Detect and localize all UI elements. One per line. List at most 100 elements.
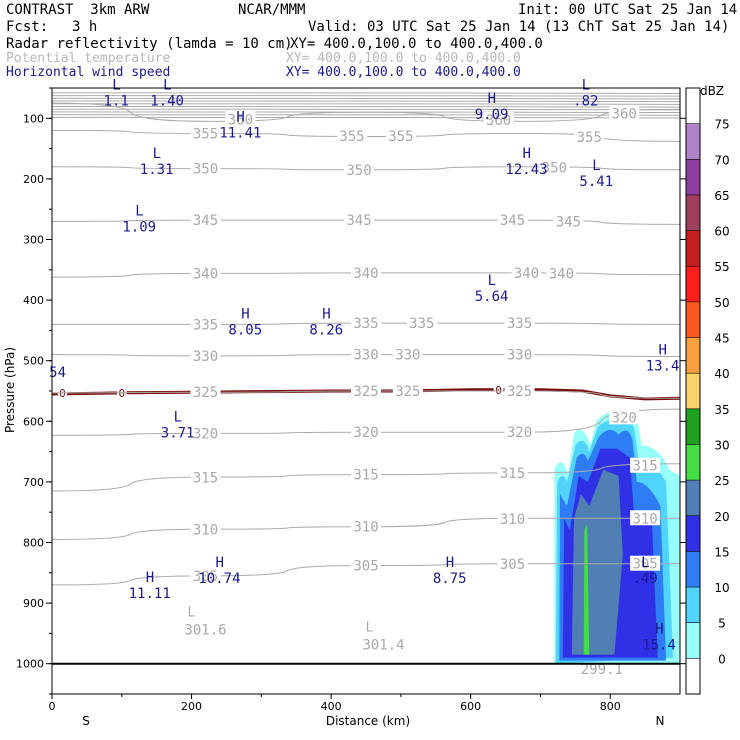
theta-label-bg (351, 557, 381, 573)
theta-label-bg (504, 383, 535, 398)
theta-label-bg (190, 425, 221, 441)
theta-contour-stratosphere (52, 100, 680, 103)
theta-label-bg (351, 383, 381, 398)
colorbar-swatch (686, 480, 700, 516)
wind-extremum-value: 12.43 (505, 162, 547, 178)
colorbar-level-label: 65 (714, 189, 729, 203)
theta-label-bg (497, 212, 528, 228)
colorbar-swatch (686, 301, 700, 338)
y-tick-label: 500 (23, 355, 44, 368)
wind-extremum-marker: H (241, 306, 249, 322)
wind-extremum-value: 11.11 (129, 586, 171, 602)
model-title: CONTRAST 3km ARW (6, 2, 150, 18)
theta-contour-label: 305 (500, 557, 525, 573)
theta-contour-label: 315 (632, 459, 657, 475)
y-tick-label: 900 (23, 597, 44, 610)
colorbar-level-label: 30 (714, 438, 729, 452)
theta-label-bg (344, 212, 375, 228)
theta-label-bg (497, 555, 528, 571)
wind-extremum-value: .49 (632, 571, 657, 587)
theta-contour-label: 325 (193, 385, 218, 401)
theta-label-bg (344, 161, 375, 177)
colorbar-swatch (686, 373, 700, 409)
theta-contour-label: 355 (388, 129, 413, 145)
colorbar-swatch (686, 230, 700, 267)
theta-contour-label: 340 (514, 266, 539, 282)
colorbar-frame (685, 87, 701, 695)
theta-contour-label: 360 (486, 113, 511, 129)
wind-extremum-marker: L (592, 158, 600, 174)
theta-extremum-value: 301.6 (184, 622, 226, 638)
theta-label-bg (504, 315, 535, 331)
colorbar-swatch (686, 587, 700, 623)
freezing-level-label: 0 (118, 387, 125, 400)
theta-extremum-marker: L (365, 621, 373, 636)
colorbar-swatch (686, 159, 700, 195)
x-end-label-north: N (656, 714, 665, 728)
colorbar-level-label: 60 (714, 225, 729, 239)
theta-contour-label: 355 (339, 129, 364, 145)
theta-label-bg (609, 409, 640, 425)
theta-contour-label: 315 (500, 466, 525, 482)
colorbar-swatch (686, 123, 700, 160)
theta-contour-label: 350 (193, 162, 218, 178)
theta-label-bg (337, 128, 368, 144)
theta-label-bg (497, 464, 528, 480)
colorbar-swatch (686, 408, 700, 445)
wind-extremum-value: 1.40 (150, 93, 184, 109)
theta-label-bg (190, 212, 221, 228)
wind-extremum-value: 8.75 (433, 571, 467, 587)
theta-label-bg (190, 265, 221, 281)
colorbar-level-label: 10 (714, 581, 729, 595)
theta-label-bg (511, 264, 542, 280)
wind-extremum-marker: L (174, 409, 182, 425)
theta-label-bg (609, 105, 640, 121)
freezing-level-label: 0 (495, 384, 502, 397)
wind-extremum-marker: H (522, 146, 530, 162)
field-radar-xy: XY= 400.0,100.0 to 400.0,400.0 (290, 36, 543, 52)
theta-contour-label: 330 (353, 348, 378, 364)
field-radar-name: Radar reflectivity (lamda = 10 cm) (6, 36, 293, 52)
colorbar-swatch (686, 658, 700, 694)
theta-contour-label: 320 (612, 410, 637, 426)
colorbar-unit: dBZ (700, 84, 724, 98)
theta-label-bg (351, 466, 381, 482)
theta-contour-label: 325 (353, 384, 378, 400)
theta-label-bg (497, 510, 528, 526)
theta-contour-label: 315 (353, 468, 378, 484)
freezing-level-label: 0 (59, 387, 66, 400)
theta-label-bg (351, 315, 381, 331)
wind-extremum-value: 8.26 (309, 322, 343, 338)
y-tick-label: 800 (23, 537, 44, 550)
theta-label-bg (630, 510, 661, 526)
x-tick-label: 400 (321, 700, 342, 713)
y-tick-label: 100 (23, 112, 44, 125)
theta-label-bg (190, 568, 221, 584)
theta-contour-label: 335 (507, 316, 532, 332)
theta-contour-label: 305 (353, 559, 378, 575)
wind-extremum-value: 54 (49, 365, 66, 381)
wind-extremum-marker: H (322, 306, 330, 322)
theta-contour-stratosphere (52, 108, 680, 111)
theta-contour-label: 320 (193, 426, 218, 442)
theta-contour-label: 330 (193, 349, 218, 365)
x-tick-label: 800 (600, 700, 621, 713)
theta-contour-label: 345 (346, 213, 371, 229)
theta-label-bg (630, 457, 661, 473)
colorbar-level-label: 45 (714, 332, 729, 346)
theta-contour-label: 345 (500, 213, 525, 229)
wind-extremum-marker: L (641, 555, 649, 571)
wind-extremum-marker: L (582, 77, 590, 93)
theta-label-bg (351, 518, 381, 534)
y-tick-label: 200 (23, 173, 44, 186)
theta-label-bg (385, 127, 416, 143)
wind-extremum-marker: H (655, 621, 663, 637)
wind-extremum-value: 9.09 (475, 107, 509, 123)
valid-time: Valid: 03 UTC Sat 25 Jan 14 (13 ChT Sat … (308, 19, 730, 35)
theta-contour-label: 330 (395, 348, 420, 364)
theta-contour-label: 305 (632, 557, 657, 573)
field-theta-xy: XY= 400.0,100.0 to 400.0,400.0 (286, 51, 521, 66)
wind-extremum-marker: H (446, 555, 454, 571)
theta-label-bg (190, 347, 221, 363)
theta-label-bg (504, 346, 535, 362)
